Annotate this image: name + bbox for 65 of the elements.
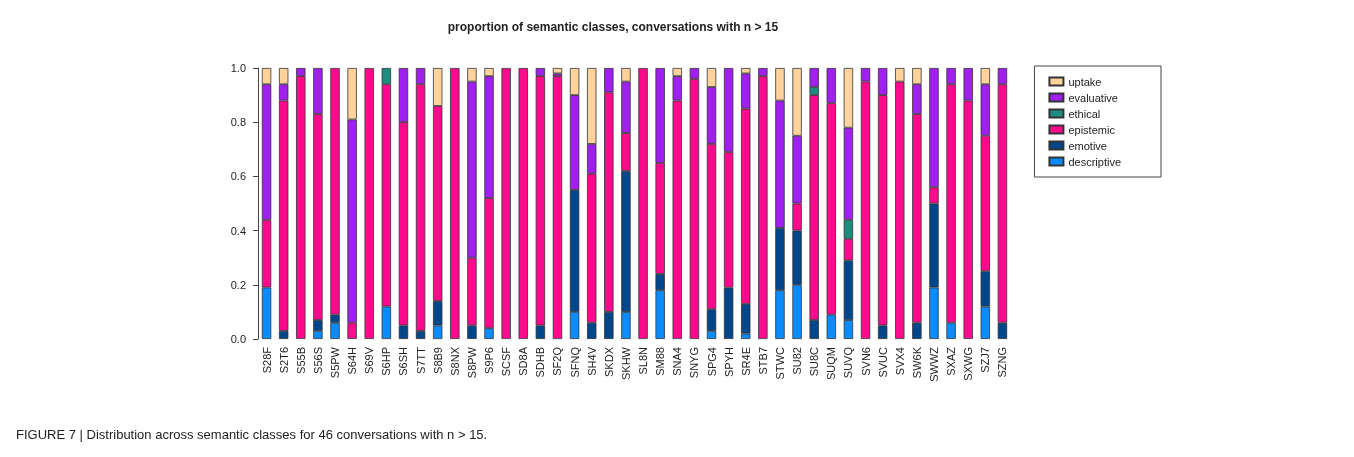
y-tick-label: 0.6 — [230, 170, 246, 183]
y-tick-label: 0.4 — [230, 224, 246, 237]
bar — [450, 68, 460, 339]
x-tick-label: SXWG — [962, 347, 975, 381]
x-tick-label: SZJ7 — [979, 347, 992, 373]
x-tick-label: SDHB — [534, 347, 547, 378]
x-tick-label: SNYG — [688, 347, 701, 379]
x-tick-label: SVN6 — [859, 347, 872, 376]
x-tick-label: S6SH — [397, 346, 410, 376]
x-tick-label: SVUC — [876, 346, 889, 378]
x-tick-label: S28F — [260, 346, 273, 374]
y-tick-label: 0.8 — [230, 116, 246, 129]
x-tick-label: SD8A — [517, 346, 530, 376]
bar — [638, 68, 648, 339]
x-tick-label: SKDX — [602, 346, 615, 377]
bar — [364, 68, 374, 339]
x-tick-label: SVX4 — [893, 347, 906, 376]
legend-label: epistemic — [1068, 123, 1116, 136]
x-tick-label: SPYH — [722, 346, 735, 377]
x-tick-label: S5PW — [329, 346, 342, 379]
bar — [552, 76, 563, 339]
y-tick-label: 0.0 — [230, 333, 246, 345]
x-tick-label: SH4V — [585, 346, 598, 376]
legend-label: emotive — [1068, 139, 1107, 152]
y-tick-label: 1.0 — [230, 62, 246, 74]
x-tick-label: SPG4 — [705, 347, 718, 377]
x-tick-label: S56S — [311, 347, 324, 374]
x-tick-label: STWC — [773, 346, 786, 380]
x-tick-label: SZNG — [996, 347, 1009, 378]
x-tick-label: S7TT — [414, 346, 427, 374]
legend-label: ethical — [1068, 107, 1101, 120]
legend-label: descriptive — [1068, 155, 1121, 168]
x-tick-label: SUQM — [825, 347, 838, 380]
x-tick-label: S2T6 — [277, 347, 290, 374]
y-tick-label: 0.2 — [230, 278, 246, 291]
x-tick-label: SR4E — [739, 347, 752, 376]
bar — [501, 68, 511, 339]
x-tick-label: SCSF — [500, 346, 513, 377]
x-tick-label: S64H — [346, 346, 359, 375]
caption: FIGURE 7 | Distribution across semantic classes for 46 conversations with n > 15. — [16, 427, 488, 442]
x-tick-label: SNA4 — [671, 347, 684, 376]
x-tick-label: S69V — [363, 346, 376, 374]
x-tick-label: S8NX — [448, 346, 461, 376]
x-tick-label: SM88 — [654, 347, 667, 376]
x-tick-label: SFNQ — [568, 346, 581, 378]
x-tick-label: SU82 — [791, 347, 804, 375]
x-tick-label: SU8C — [808, 346, 821, 377]
x-tick-label: SKHW — [619, 346, 632, 380]
x-tick-label: S8B9 — [431, 347, 444, 374]
x-tick-label: SL8N — [637, 346, 650, 375]
bar — [552, 68, 563, 74]
x-tick-label: SW6K — [910, 346, 923, 379]
x-tick-label: STB7 — [756, 347, 769, 375]
x-tick-label: S55B — [294, 347, 307, 374]
x-tick-label: SF2Q — [551, 346, 564, 376]
x-tick-label: SXAZ — [945, 346, 958, 376]
bar — [518, 68, 528, 339]
x-tick-label: SUVQ — [842, 346, 855, 379]
legend-label: uptake — [1068, 75, 1102, 88]
x-tick-label: SWWZ — [927, 346, 940, 382]
legend-label: evaluative — [1068, 91, 1118, 104]
x-tick-label: S8PW — [465, 346, 478, 379]
x-tick-label: S6HP — [380, 347, 393, 376]
chart-title: proportion of semantic classes, conversations with n > 15 — [447, 20, 779, 34]
x-tick-label: S9P6 — [483, 347, 496, 374]
